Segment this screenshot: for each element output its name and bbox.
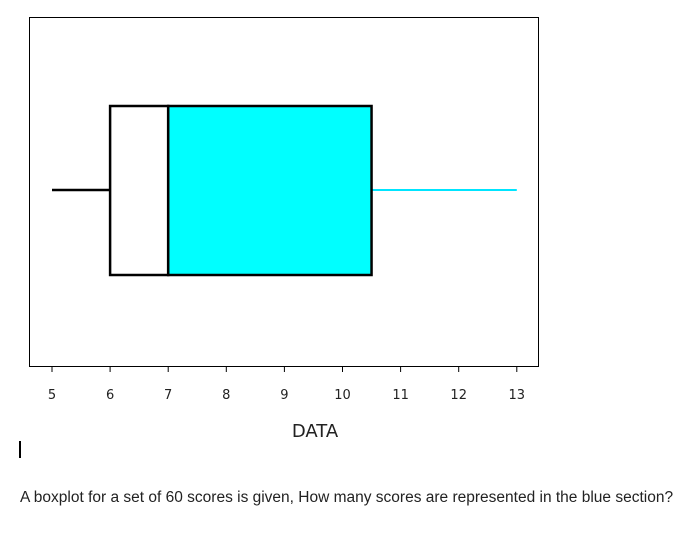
- x-axis-ticks: 5 6 7 8 9 10 11 12 13: [48, 367, 525, 403]
- boxplot-chart: 5 6 7 8 9 10 11 12 13 DATA: [29, 17, 539, 442]
- box-upper-section-blue: [166, 104, 373, 277]
- question-text: A boxplot for a set of 60 scores is give…: [20, 489, 674, 506]
- x-tick-label: 9: [280, 388, 288, 403]
- x-tick-label: 8: [222, 388, 230, 403]
- x-tick-label: 7: [164, 388, 172, 403]
- x-axis-title: DATA: [292, 421, 339, 442]
- x-tick-label: 5: [48, 388, 56, 403]
- x-tick-label: 6: [106, 388, 114, 403]
- x-tick-label: 13: [509, 388, 526, 403]
- box-lower-section: [108, 104, 170, 277]
- x-tick-label: 11: [392, 388, 409, 403]
- x-tick-label: 10: [334, 388, 351, 403]
- x-tick-label: 12: [450, 388, 467, 403]
- text-cursor-icon: [19, 441, 21, 458]
